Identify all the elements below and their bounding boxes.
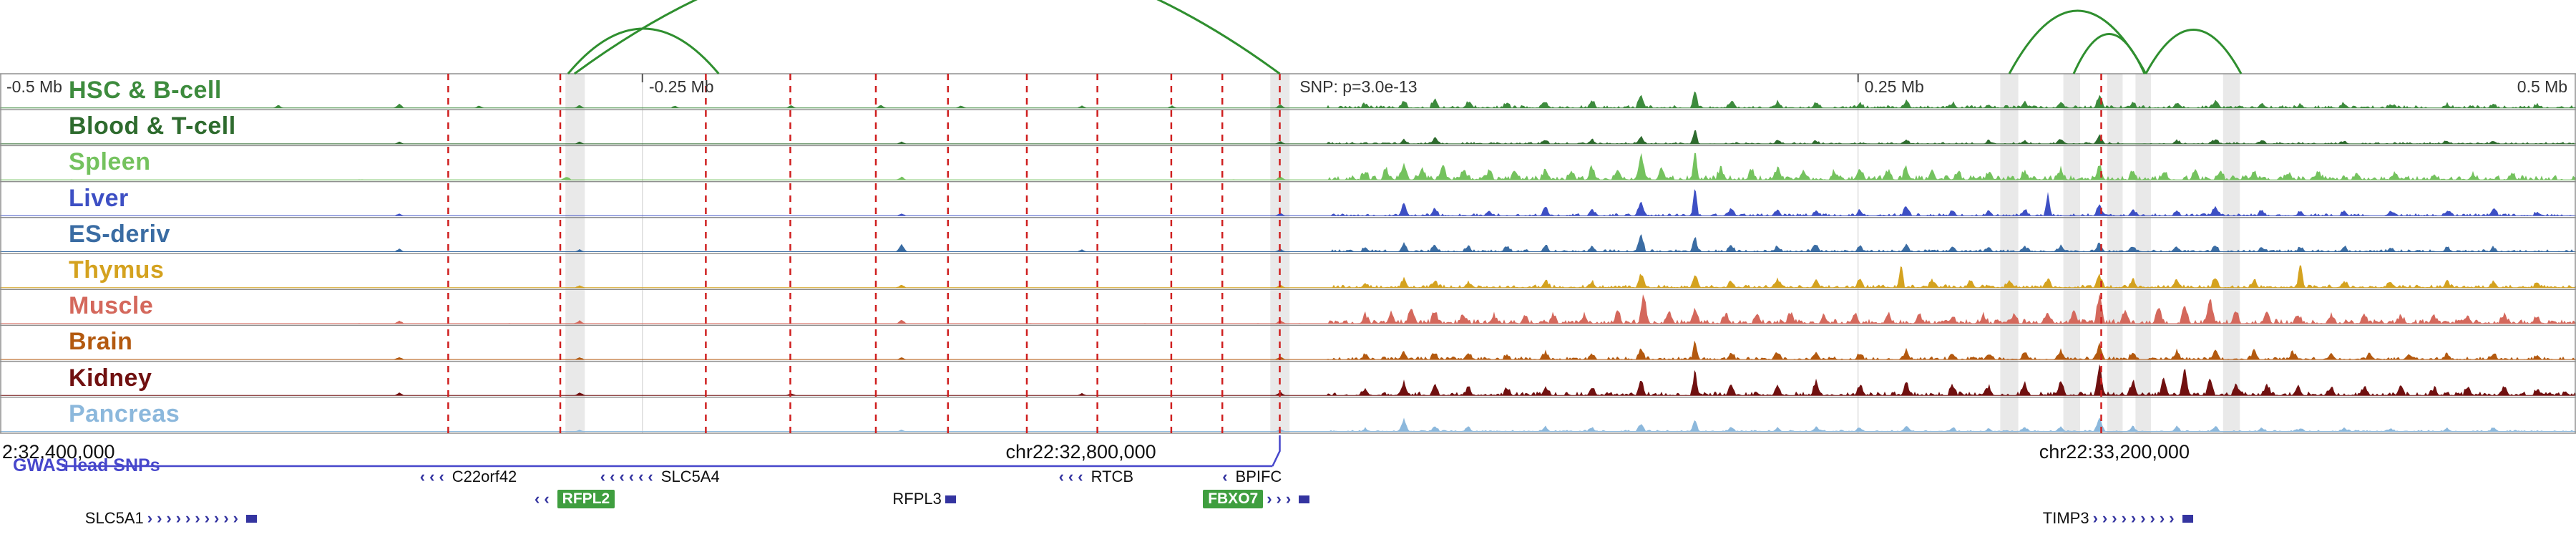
gene-slc5a4[interactable]: ‹‹‹‹‹‹ SLC5A4 — [600, 467, 720, 487]
strand-left-chevrons-icon: ‹‹‹‹‹‹ — [600, 468, 658, 485]
interaction-arc[interactable] — [2072, 33, 2146, 74]
gwas-snp-riser — [1272, 435, 1281, 467]
interaction-arc[interactable] — [567, 27, 720, 74]
ruler-label-minus-0-25mb: -0.25 Mb — [648, 77, 714, 96]
track-label-spleen[interactable]: Spleen — [69, 148, 151, 176]
signal-track-hsc-b-cell[interactable] — [0, 91, 2576, 109]
gene-name: SLC5A1 — [84, 509, 144, 527]
gene-c22orf42[interactable]: ‹‹‹ C22orf42 — [420, 467, 517, 487]
signal-track-thymus[interactable] — [0, 265, 2576, 289]
gene-name: RFPL3 — [892, 490, 942, 508]
track-label-kidney[interactable]: Kidney — [69, 364, 152, 392]
strand-left-chevrons-icon: ‹‹‹ — [1058, 468, 1088, 485]
ruler-label-snp-pvalue: SNP: p=3.0e-13 — [1299, 77, 1418, 96]
coordinate-label: chr22:32,800,000 — [1005, 441, 1156, 463]
signal-track-es-deriv[interactable] — [0, 234, 2576, 252]
strand-right-chevrons-icon: ››››››››› — [2092, 509, 2179, 527]
coordinate-label: chr22:33,200,000 — [2039, 441, 2190, 463]
gene-rfpl2[interactable]: ‹‹ RFPL2 — [535, 489, 615, 509]
gene-slc5a1[interactable]: SLC5A1 ›››››››››› — [84, 508, 258, 528]
track-label-hsc-b-cell[interactable]: HSC & B-cell — [69, 77, 222, 104]
exon-box-icon — [2182, 514, 2193, 523]
ruler-label-plus-0-5mb: 0.5 Mb — [2517, 77, 2568, 96]
signal-track-brain[interactable] — [0, 340, 2576, 360]
strand-left-chevrons-icon: ‹‹ — [535, 490, 554, 508]
gene-fbxo7[interactable]: FBXO7 ››› — [1203, 489, 1310, 509]
gene-name: TIMP3 — [2042, 509, 2089, 527]
ruler-label-minus-0-5mb: -0.5 Mb — [6, 77, 62, 96]
strand-right-chevrons-icon: ›››››››››› — [147, 509, 243, 527]
interaction-arc[interactable] — [2145, 29, 2243, 74]
track-label-es-deriv[interactable]: ES-deriv — [69, 220, 170, 248]
exon-box-icon — [1299, 495, 1310, 503]
coordinate-label: 2:32,400,000 — [1, 441, 115, 463]
signal-track-pancreas[interactable] — [0, 417, 2576, 432]
track-label-blood-t-cell[interactable]: Blood & T-cell — [69, 112, 236, 140]
gene-bpifc[interactable]: ‹ BPIFC — [1222, 467, 1282, 487]
strand-left-chevrons-icon: ‹ — [1222, 468, 1232, 485]
strand-right-chevrons-icon: ››› — [1267, 490, 1296, 508]
track-label-pancreas[interactable]: Pancreas — [69, 400, 180, 427]
strand-left-chevrons-icon: ‹‹‹ — [419, 468, 449, 485]
exon-box-icon — [246, 514, 258, 523]
gene-name: C22orf42 — [452, 468, 517, 485]
exon-box-icon — [945, 495, 956, 503]
gwas-lead-snps-label: GWAS lead SNPs — [13, 455, 160, 475]
gene-name: RFPL2 — [557, 490, 615, 508]
track-label-thymus[interactable]: Thymus — [69, 256, 165, 284]
gene-name: RTCB — [1091, 468, 1134, 485]
gene-rfpl3[interactable]: RFPL3 — [892, 489, 956, 509]
gene-name: BPIFC — [1235, 468, 1282, 485]
gene-name: FBXO7 — [1203, 490, 1264, 508]
gene-timp3[interactable]: TIMP3 ››››››››› — [2043, 508, 2193, 528]
signal-track-spleen[interactable] — [0, 153, 2576, 180]
gene-name: SLC5A4 — [660, 468, 720, 485]
track-label-muscle[interactable]: Muscle — [69, 292, 154, 320]
ruler-label-plus-0-25mb: 0.25 Mb — [1864, 77, 1924, 96]
gene-rtcb[interactable]: ‹‹‹ RTCB — [1059, 467, 1133, 487]
track-label-liver[interactable]: Liver — [69, 184, 129, 212]
track-label-brain[interactable]: Brain — [69, 328, 133, 356]
interaction-arc[interactable] — [573, 0, 1281, 75]
